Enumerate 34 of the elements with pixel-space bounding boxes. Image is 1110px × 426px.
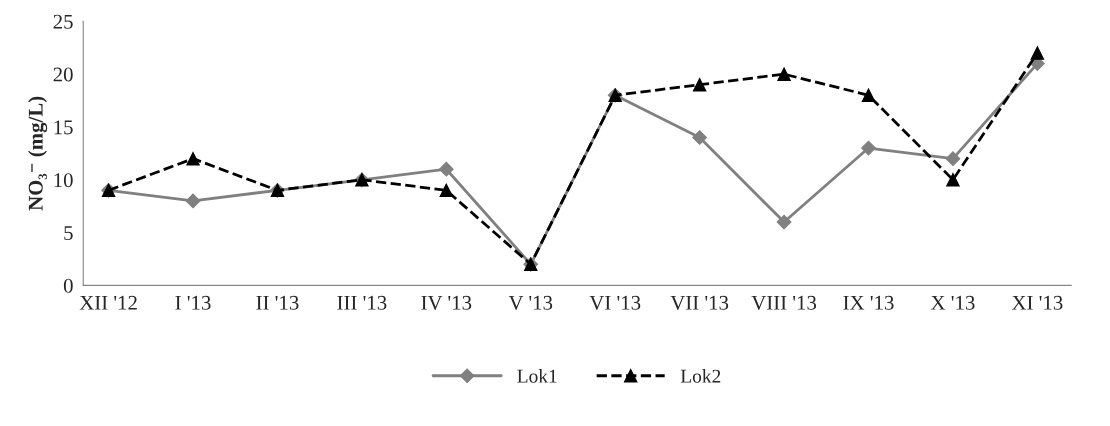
x-tick-label: VI '13: [589, 295, 641, 310]
point: [945, 151, 961, 167]
point: [439, 183, 454, 198]
point: [692, 77, 707, 92]
x-tick-label: X '13: [930, 295, 975, 310]
x-tick-label: VIII '13: [751, 295, 817, 310]
x-tick-label: II '13: [256, 295, 299, 310]
y-axis-title: NO₃⁻ (mg/L): [28, 96, 48, 211]
legend-label: Lok1: [517, 369, 557, 383]
point: [692, 130, 708, 145]
y-tick-label: 20: [53, 67, 73, 82]
point: [776, 214, 792, 230]
x-tick-label: XII '12: [79, 295, 137, 310]
point: [946, 173, 960, 187]
legend-label: Lok2: [680, 369, 721, 383]
y-tick-label: 10: [54, 173, 73, 188]
y-tick-label: 0: [63, 278, 73, 293]
x-tick-label: V '13: [508, 295, 553, 310]
y-tick-label: 25: [53, 14, 73, 29]
x-tick-label: VII '13: [670, 295, 729, 310]
point: [777, 67, 791, 81]
point: [438, 161, 454, 177]
x-tick-label: IX '13: [843, 295, 894, 310]
point: [861, 140, 876, 156]
point: [1030, 46, 1045, 60]
point: [185, 193, 201, 209]
y-tick-label: 15: [54, 120, 73, 135]
point: [861, 88, 876, 103]
x-tick-label: IV '13: [421, 295, 472, 310]
point: [186, 151, 200, 166]
y-tick-label: 5: [64, 226, 73, 241]
x-tick-label: XI '13: [1011, 295, 1063, 310]
x-tick-label: I '13: [175, 295, 211, 310]
x-tick-label: III '13: [337, 295, 387, 310]
